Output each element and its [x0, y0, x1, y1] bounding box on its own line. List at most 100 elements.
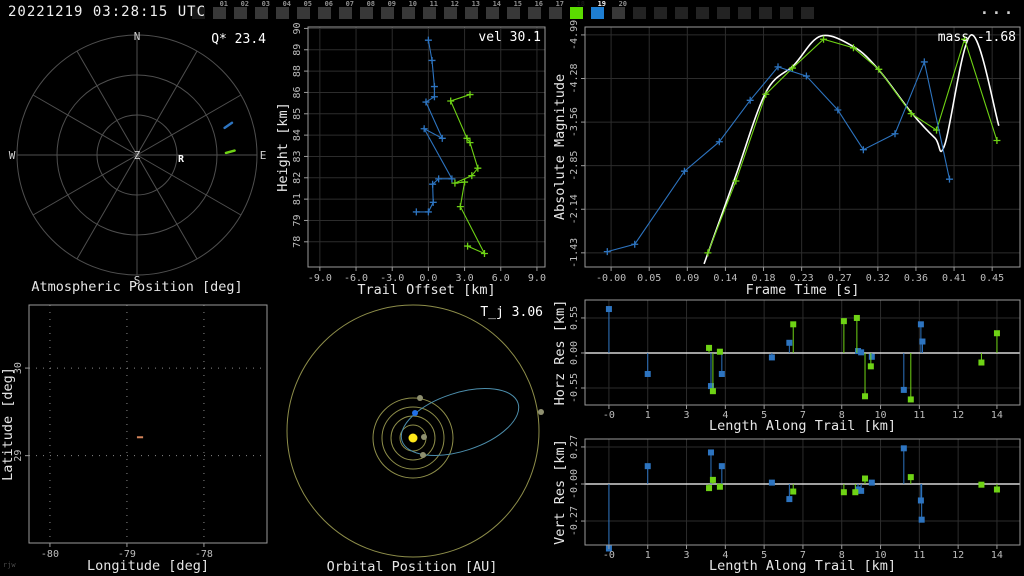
x-tick-label: 4: [722, 410, 728, 421]
frame-thumbnail-17[interactable]: 17: [549, 1, 564, 19]
frame-thumbnail-blank-24[interactable]: [696, 7, 709, 19]
light-curve-stat: mass -1.68: [938, 30, 1016, 45]
y-tick-label: 82: [292, 172, 303, 184]
x-tick-label: 3.0: [456, 273, 474, 284]
x-tick-label: -0: [603, 550, 615, 561]
frame-thumbnail-09[interactable]: 09: [381, 1, 396, 19]
orbital-position-panel: Orbital Position [AU] T_j 3.06: [286, 304, 544, 575]
x-tick-label: 0.05: [637, 273, 661, 284]
y-tick-label: -4.28: [569, 63, 580, 93]
frame-number: 01: [219, 0, 228, 8]
frame-thumbnail-18[interactable]: 18: [570, 1, 585, 19]
frame-thumbnail-blank-23[interactable]: [675, 7, 688, 19]
x-tick-label: 9.0: [528, 273, 546, 284]
x-tick-label: 0.36: [904, 273, 928, 284]
frame-number: 05: [303, 0, 312, 8]
y-tick-label: 89: [292, 44, 303, 56]
frame-thumbnail-10[interactable]: 10: [402, 1, 417, 19]
zenith-label: Z: [134, 149, 141, 162]
frame-thumbnail-blank-29[interactable]: [801, 7, 814, 19]
trail-offset-panel: -9.0 -6.0 -3.0 0.0 3.0 6.0 9.0 90 89 88 86 85 84 83 82…: [275, 22, 546, 298]
frame-thumbnail-01[interactable]: 01: [213, 1, 228, 19]
orbital-title: Orbital Position [AU]: [327, 559, 498, 575]
y-tick-label: 90: [292, 22, 303, 34]
frame-thumbnail-06[interactable]: 06: [318, 1, 333, 19]
x-tick-label: 14: [991, 410, 1003, 421]
y-tick-label: -2.85: [569, 151, 580, 181]
y-tick-label: 30: [13, 362, 24, 374]
frame-number: 14: [492, 0, 501, 8]
frame-thumbnail-20[interactable]: 20: [612, 1, 627, 19]
y-tick-label: 0.00: [569, 341, 580, 365]
frame-thumbnail-blank-22[interactable]: [654, 7, 667, 19]
frame-thumbnail-blank-26[interactable]: [738, 7, 751, 19]
frame-number: 17: [555, 0, 564, 8]
x-tick-label: 4: [722, 550, 728, 561]
frame-thumbnail-blank-28[interactable]: [780, 7, 793, 19]
frame-number: 02: [240, 0, 249, 8]
frame-thumbnail-blank-25[interactable]: [717, 7, 730, 19]
x-tick-label: 12: [952, 410, 964, 421]
x-tick-label: 0.18: [751, 273, 775, 284]
frame-number: 15: [513, 0, 522, 8]
y-tick-label: -0.55: [569, 373, 580, 403]
frame-thumbnail-04[interactable]: 04: [276, 1, 291, 19]
ring-label: R: [178, 154, 185, 165]
frame-thumbnail-15[interactable]: 15: [507, 1, 522, 19]
x-tick-label: 0.0: [419, 273, 437, 284]
comet-orbit: [400, 388, 520, 456]
frame-number: 09: [387, 0, 396, 8]
frame-thumbnail-blank-21[interactable]: [633, 7, 646, 19]
x-tick-label: -80: [41, 549, 59, 560]
atmospheric-position-panel: N S W E Z R Atmospheric Position [deg] Q* 23.4: [9, 30, 267, 295]
trail-offset-x-axis-label: Trail Offset [km]: [357, 282, 495, 298]
planet-orbit: [381, 406, 445, 470]
frame-thumbnail-14[interactable]: 14: [486, 1, 501, 19]
frame-thumbnail-blank-0[interactable]: [192, 7, 205, 19]
cardinal-north: N: [134, 30, 141, 43]
frame-number: 06: [324, 0, 333, 8]
frame-thumbnail-07[interactable]: 07: [339, 1, 354, 19]
planet-orbit: [286, 304, 540, 558]
y-tick-label: 88: [292, 65, 303, 77]
planet-dot: [421, 434, 427, 440]
light-curve-x-axis-label: Frame Time [s]: [746, 282, 860, 298]
frame-number: 03: [261, 0, 270, 8]
blue-meteor-marker: [223, 121, 234, 130]
frame-thumbnail-blank-27[interactable]: [759, 7, 772, 19]
frame-thumbnail-13[interactable]: 13: [465, 1, 480, 19]
timestamp: 20221219 03:28:15 UTC: [8, 4, 207, 20]
frame-number: 18: [576, 0, 585, 8]
trail-offset-stat: vel 30.1: [478, 30, 541, 45]
planet-dot: [417, 395, 423, 401]
x-tick-label: 0.45: [980, 273, 1004, 284]
sun-dot: [408, 433, 418, 443]
q-stat: Q* 23.4: [211, 32, 266, 47]
x-tick-label: 0.27: [828, 273, 852, 284]
frame-number: 16: [534, 0, 543, 8]
frame-thumbnail-16[interactable]: 16: [528, 1, 543, 19]
light-curve-panel: -0.00 0.05 0.09 0.14 0.18 0.23 0.27 0.32 0.36 0.4…: [552, 20, 1021, 298]
frame-thumbnail-08[interactable]: 08: [360, 1, 375, 19]
frame-thumbnail-12[interactable]: 12: [444, 1, 459, 19]
overflow-menu-icon[interactable]: ...: [979, 0, 1016, 18]
x-tick-label: 3: [684, 550, 690, 561]
planet-orbit: [372, 397, 454, 479]
y-tick-label: 83: [292, 150, 303, 162]
frame-thumbnail-03[interactable]: 03: [255, 1, 270, 19]
frame-thumbnail-05[interactable]: 05: [297, 1, 312, 19]
ground-track-panel: -80 -79 -78 30 29 Longitude [deg] Latitude [de…: [0, 304, 268, 574]
frame-number: 04: [282, 0, 291, 8]
y-tick-label: 0.55: [569, 306, 580, 330]
x-tick-label: 11: [913, 410, 925, 421]
frame-number: 19: [597, 0, 606, 8]
ground-track-y-axis-label: Latitude [deg]: [0, 367, 16, 481]
x-tick-label: -9.0: [308, 273, 332, 284]
frame-thumbnail-02[interactable]: 02: [234, 1, 249, 19]
frame-number: 13: [471, 0, 480, 8]
frame-thumbnail-11[interactable]: 11: [423, 1, 438, 19]
frame-thumbnail-19[interactable]: 19: [591, 1, 606, 19]
green-meteor-marker: [224, 149, 236, 155]
